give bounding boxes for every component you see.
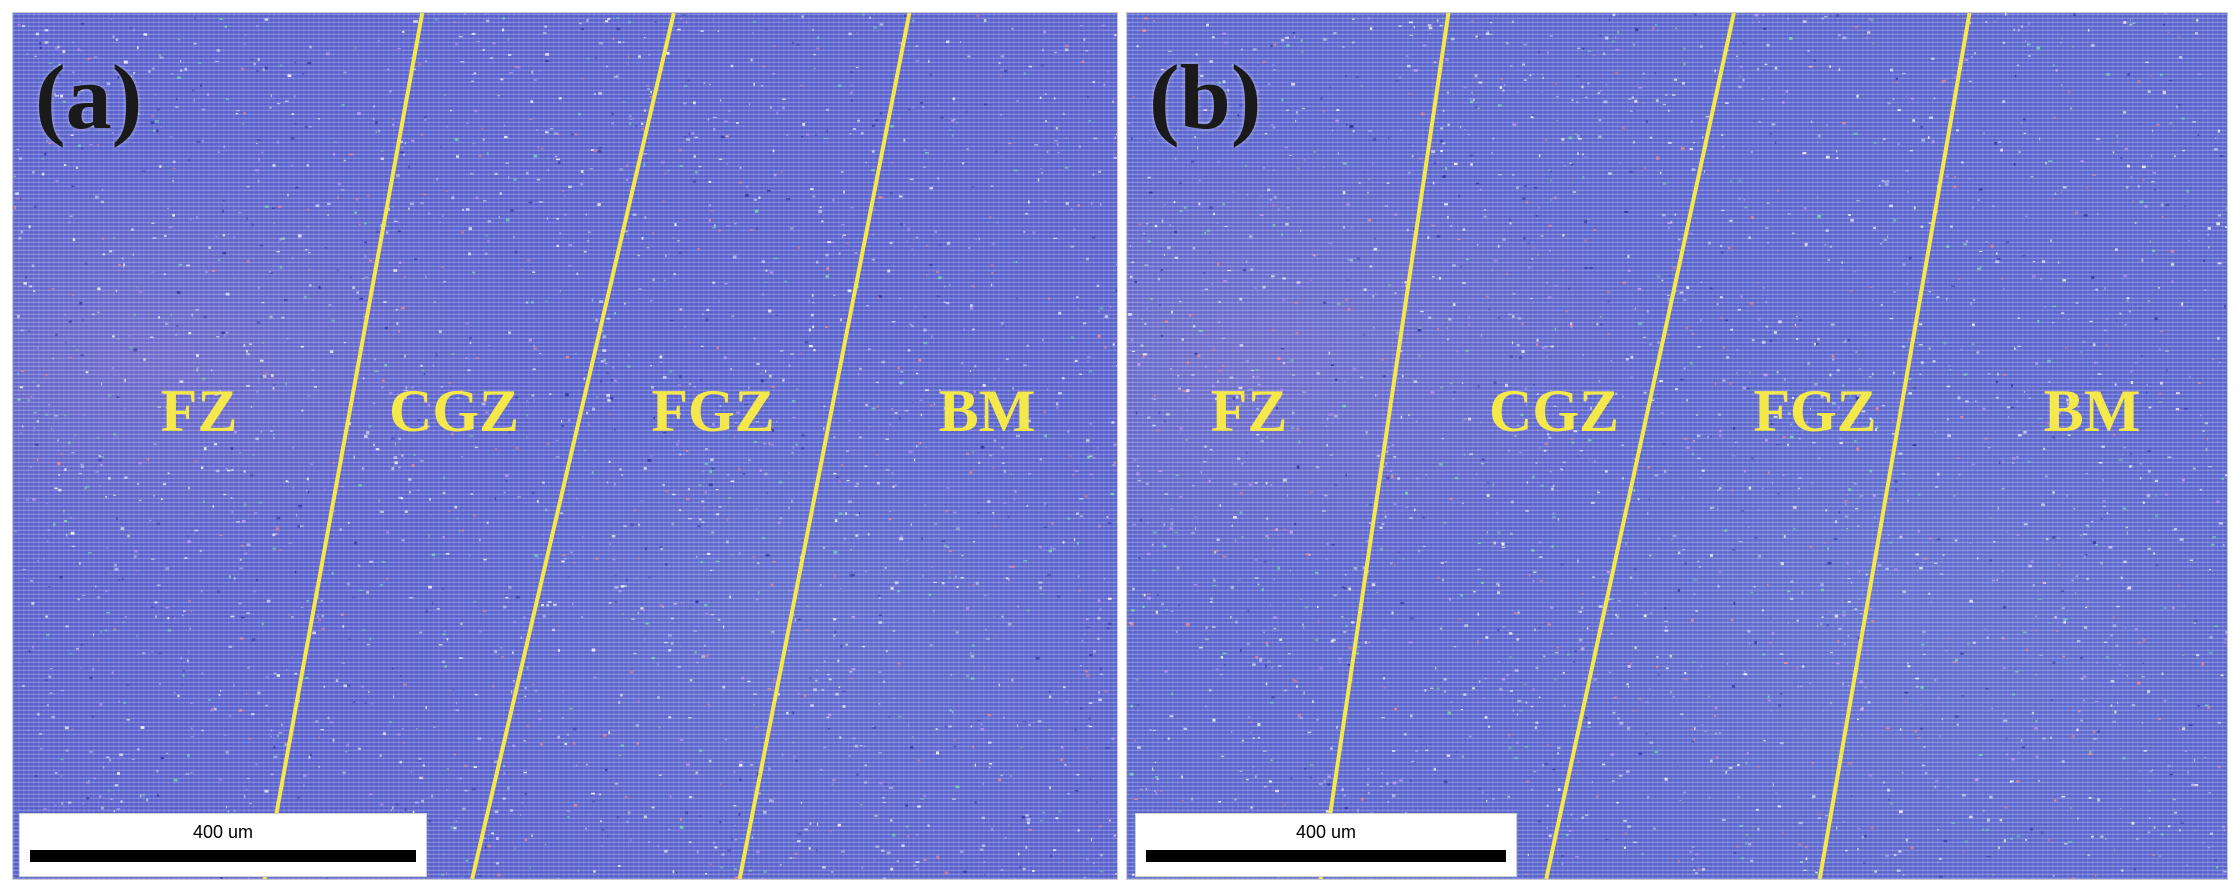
zone-boundaries-a: [262, 13, 912, 879]
scale-bar-box: 400 um: [19, 813, 427, 877]
boundary-line-fz-cgz: [262, 13, 425, 879]
boundary-line-cgz-fgz: [470, 13, 676, 879]
zone-label-bm: BM: [938, 378, 1036, 444]
scale-bar-label: 400 um: [192, 822, 254, 842]
boundary-line-fz-cgz: [1318, 13, 1451, 879]
boundary-line-fgz-bm: [737, 13, 912, 879]
scale-bar-label: 400 um: [1295, 822, 1357, 842]
panel-label: (b): [1149, 46, 1262, 148]
ebsd-micrograph-a: [13, 13, 1117, 879]
grain-texture-b: [1127, 13, 2227, 879]
panel-b: (b) FZ CGZ FGZ BM 400 um: [1126, 12, 2228, 880]
ebsd-micrograph-b: [1127, 13, 2227, 879]
zone-label-fgz: FGZ: [1753, 378, 1877, 444]
scale-bar: [30, 850, 416, 862]
zone-label-bm: BM: [2043, 378, 2141, 444]
scale-bar-box: 400 um: [1135, 813, 1517, 877]
zone-label-fz: FZ: [1210, 378, 1288, 444]
zone-label-cgz: CGZ: [1488, 378, 1620, 444]
panel-a: (a) FZ CGZ FGZ BM 400 um: [12, 12, 1118, 880]
zone-label-fz: FZ: [160, 378, 238, 444]
boundary-line-fgz-bm: [1817, 13, 1972, 879]
zone-label-cgz: CGZ: [388, 378, 520, 444]
panel-label: (a): [35, 46, 143, 148]
boundary-line-cgz-fgz: [1544, 13, 1736, 879]
zone-boundaries-b: [1318, 13, 1972, 879]
scale-bar: [1146, 850, 1506, 862]
zone-label-fgz: FGZ: [651, 378, 775, 444]
